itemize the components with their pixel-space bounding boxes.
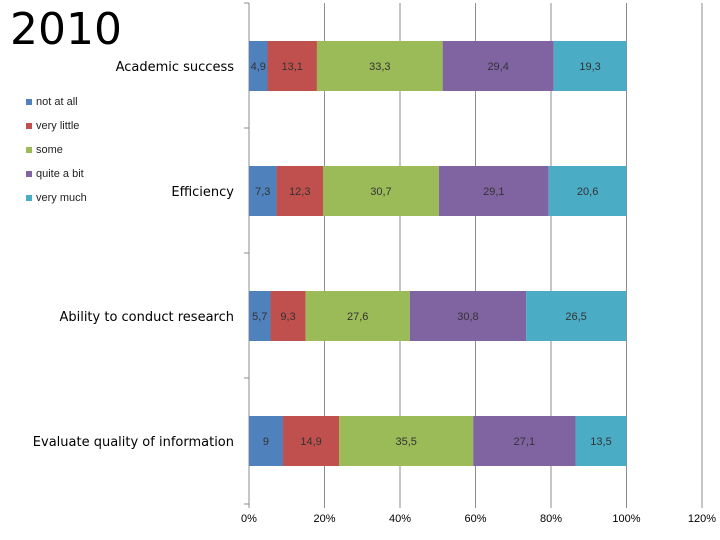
bar-segment-quite-a-bit — [442, 41, 554, 91]
legend-swatch — [26, 171, 32, 177]
chart-year-title: 2010 — [10, 4, 122, 55]
bar-segment-very-much — [553, 41, 627, 91]
data-label: 12,3 — [289, 186, 310, 198]
bar-segment-very-much — [526, 291, 627, 341]
legend-swatch — [26, 123, 32, 129]
legend-item: quite a bit — [26, 162, 118, 186]
data-label: 9,3 — [280, 311, 295, 323]
legend-item: very much — [26, 186, 118, 210]
bar-segment-not-at-all — [249, 416, 283, 466]
x-tick-label: 60% — [464, 513, 486, 525]
legend-label: very little — [36, 120, 80, 132]
data-label: 19,3 — [579, 61, 600, 73]
legend-label: very much — [36, 192, 87, 204]
legend: not at all very little some quite a bit very… — [26, 90, 118, 210]
x-tick-label: 120% — [688, 513, 716, 525]
bar-segment-quite-a-bit — [438, 166, 549, 216]
data-label: 35,5 — [396, 436, 417, 448]
bar-segment-not-at-all — [249, 41, 268, 91]
x-tick-label: 20% — [313, 513, 335, 525]
x-tick-label: 40% — [389, 513, 411, 525]
legend-label: not at all — [36, 96, 78, 108]
data-label: 29,4 — [487, 61, 508, 73]
category-label: Efficiency — [171, 185, 234, 200]
data-label: 27,6 — [347, 311, 368, 323]
category-label: Evaluate quality of information — [33, 435, 234, 450]
data-label: 20,6 — [577, 186, 598, 198]
legend-label: some — [36, 144, 63, 156]
legend-swatch — [26, 99, 32, 105]
data-label: 13,5 — [590, 436, 611, 448]
bar-segment-not-at-all — [249, 166, 277, 216]
bar-segment-very-little — [267, 41, 317, 91]
data-label: 13,1 — [282, 61, 303, 73]
category-label: Academic success — [116, 60, 235, 75]
bar-segment-not-at-all — [249, 291, 271, 341]
x-tick-label: 80% — [540, 513, 562, 525]
bar-segment-some — [316, 41, 443, 91]
category-label: Ability to conduct research — [59, 310, 234, 325]
data-label: 4,9 — [251, 61, 266, 73]
legend-label: quite a bit — [36, 168, 84, 180]
bar-segment-very-much — [575, 416, 627, 466]
bar-segment-quite-a-bit — [409, 291, 527, 341]
data-label: 29,1 — [483, 186, 504, 198]
legend-swatch — [26, 195, 32, 201]
bar-segment-some — [305, 291, 410, 341]
data-label: 27,1 — [514, 436, 535, 448]
legend-swatch — [26, 147, 32, 153]
bar-segment-very-much — [548, 166, 627, 216]
legend-item: not at all — [26, 90, 118, 114]
bar-segment-quite-a-bit — [473, 416, 576, 466]
legend-item: very little — [26, 114, 118, 138]
bar-segment-some — [322, 166, 439, 216]
data-label: 7,3 — [255, 186, 270, 198]
data-label: 30,8 — [457, 311, 478, 323]
x-tick-label: 0% — [241, 513, 257, 525]
data-label: 9 — [263, 436, 269, 448]
data-label: 26,5 — [565, 311, 586, 323]
data-label: 33,3 — [369, 61, 390, 73]
data-label: 5,7 — [252, 311, 267, 323]
legend-item: some — [26, 138, 118, 162]
data-label: 30,7 — [370, 186, 391, 198]
data-label: 14,9 — [300, 436, 321, 448]
bar-segment-very-little — [282, 416, 340, 466]
bar-segment-very-little — [276, 166, 323, 216]
x-tick-label: 100% — [612, 513, 640, 525]
bar-segment-very-little — [270, 291, 306, 341]
bar-segment-some — [339, 416, 474, 466]
